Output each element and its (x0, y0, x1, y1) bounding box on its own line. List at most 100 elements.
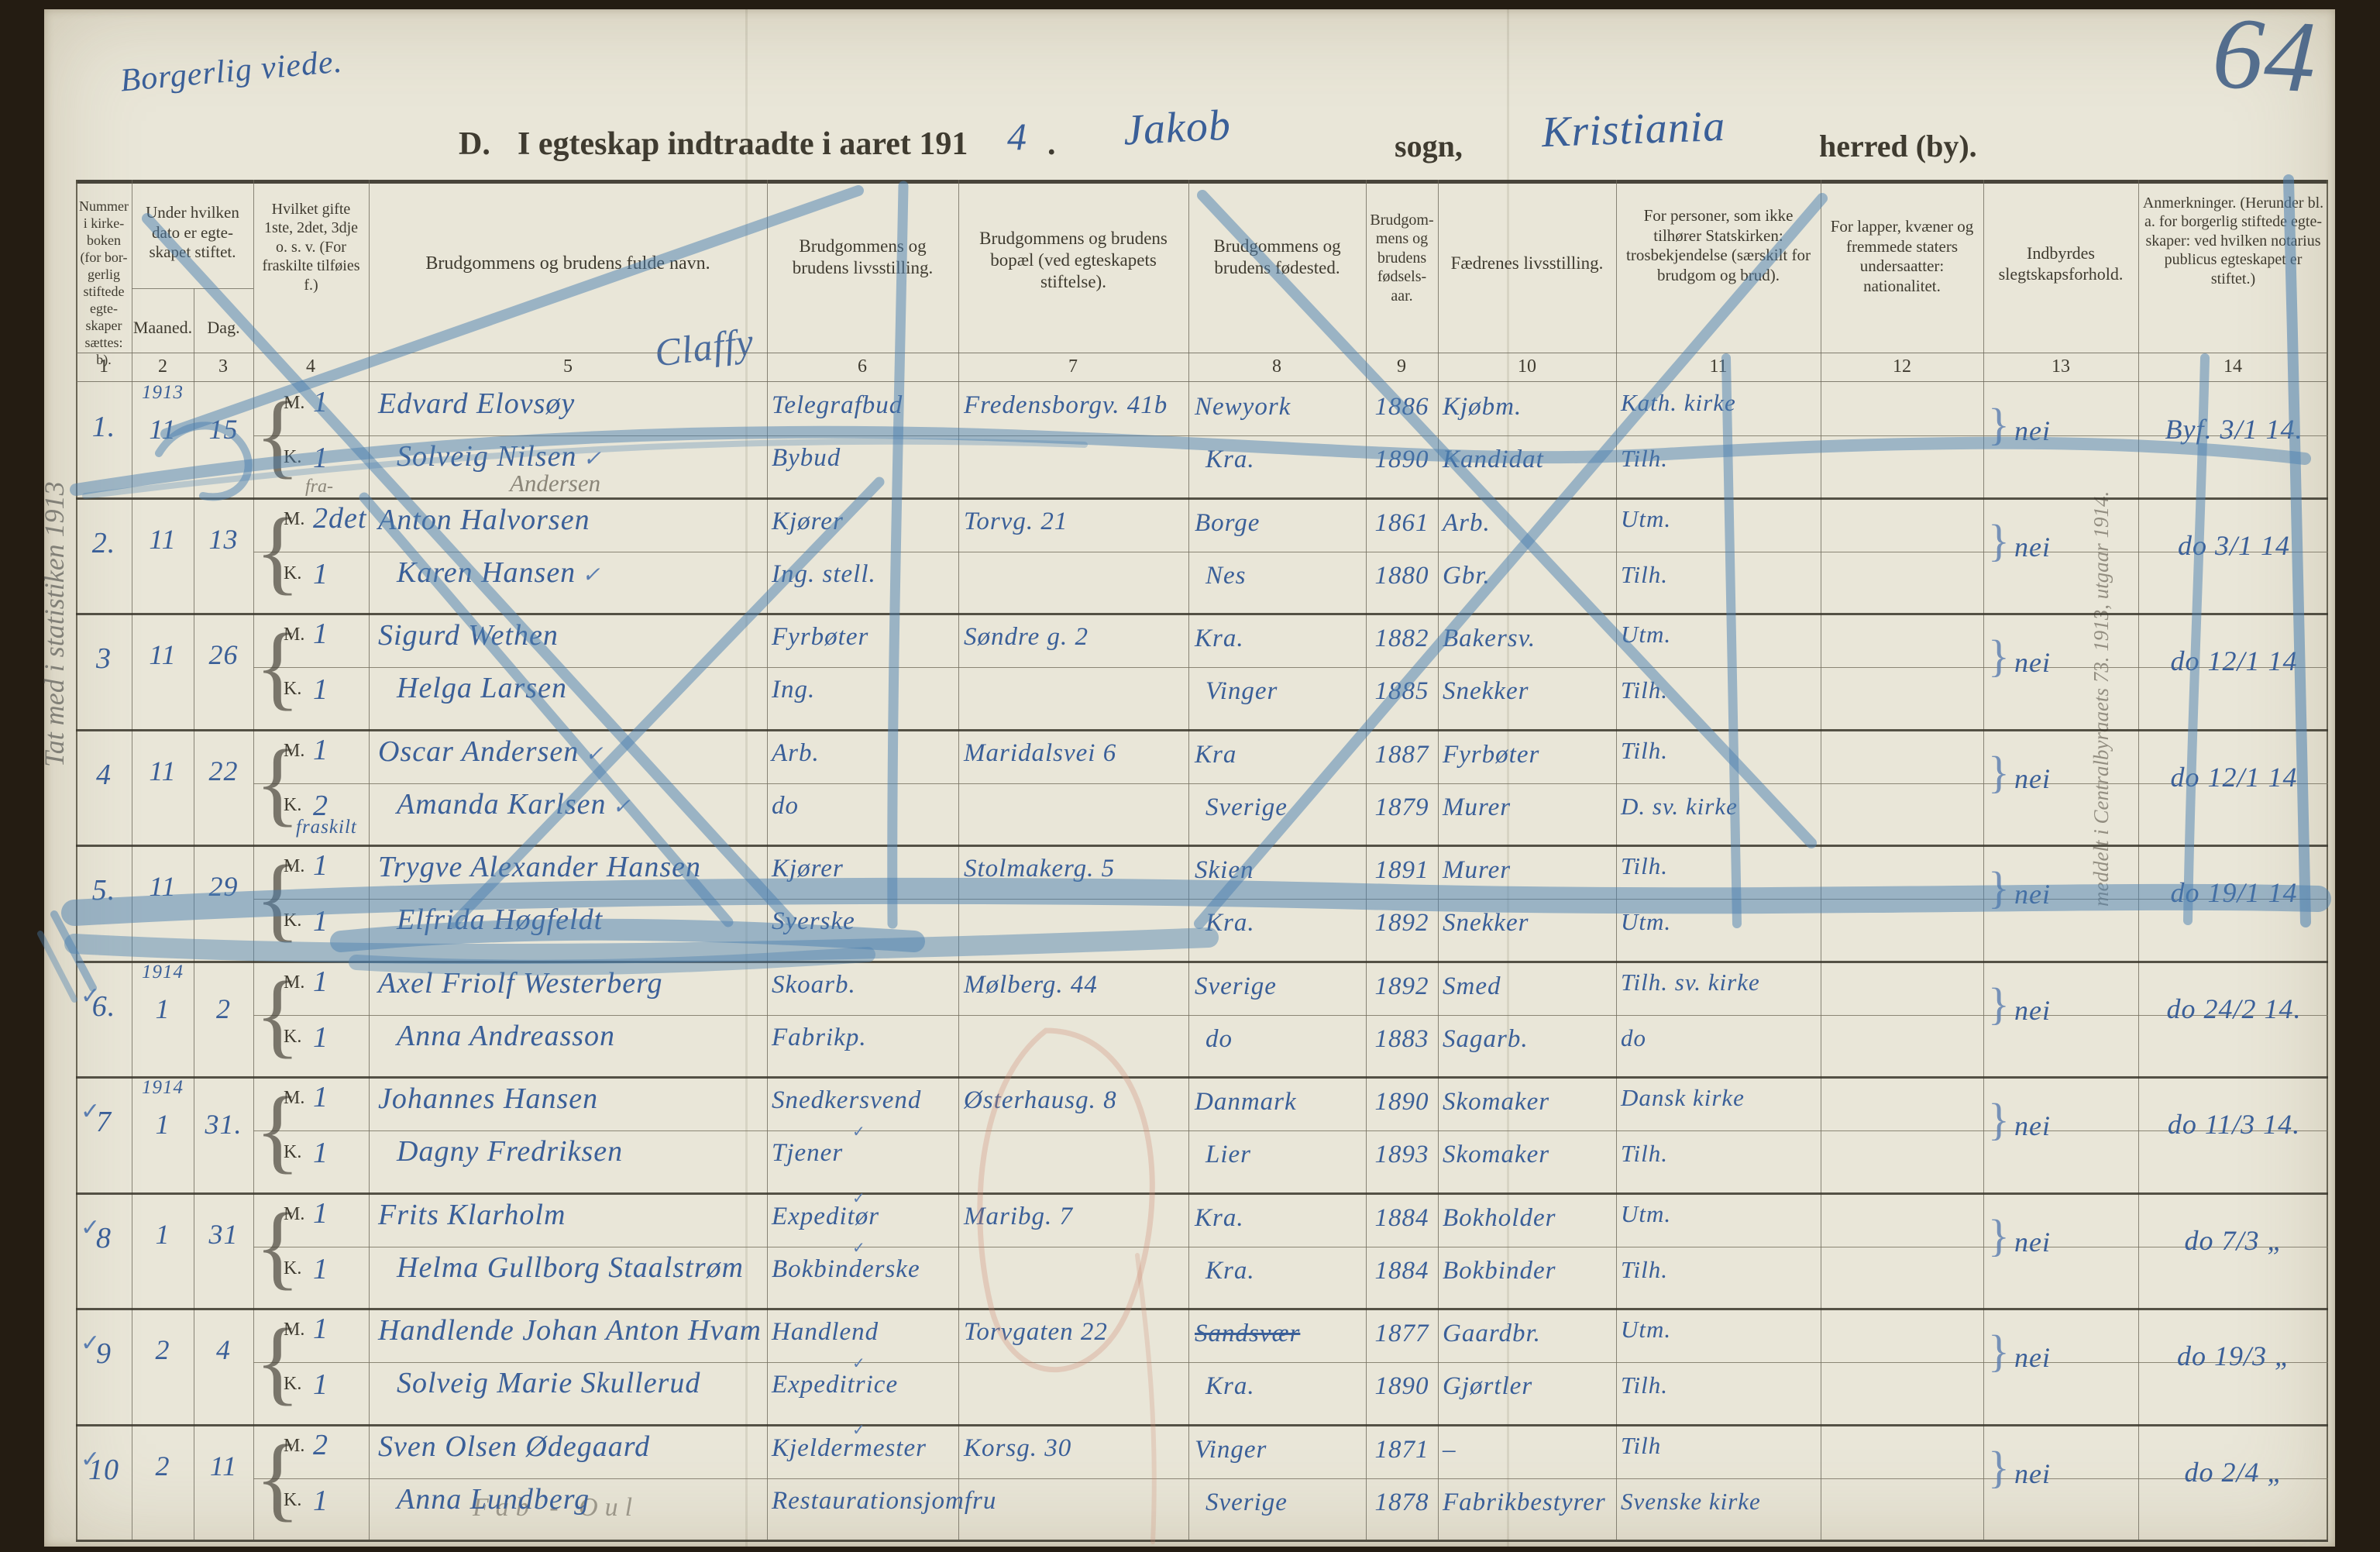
row-10-k-label: K. (284, 1489, 302, 1510)
row-10-m-father-occupation: – (1443, 1435, 1457, 1464)
bottom-pencil-note: Fab - Oul (473, 1493, 640, 1522)
grid-hline (76, 1308, 2328, 1310)
column-header-12: Indbyrdes slegtskapsforhold. (1998, 243, 2124, 284)
row-7-mk-brace: { (255, 1078, 301, 1182)
row-5-groom-name: Trygve Alexander Hansen (378, 851, 701, 883)
row-6-year-note: 1914 (142, 961, 184, 982)
page-title: I egteskap indtraadte i aaret 191 (518, 126, 968, 162)
row-7-k-occupation-checkmark: ✓ (852, 1124, 865, 1141)
row-1-k-faith: Tilh. (1621, 445, 1669, 472)
row-3-k-faith: Tilh. (1621, 676, 1669, 704)
column-header-7: Brudgommens og brudens fødested. (1213, 236, 1341, 278)
row-2-entry-number: 2. (91, 526, 116, 559)
grid-vline (767, 180, 768, 1540)
row-1-k-father-occupation: Kandidat (1443, 446, 1544, 473)
row-8-margin-checkmark: ✓ (81, 1214, 101, 1241)
row-9-day: 4 (216, 1334, 231, 1365)
row-3-m-father-occupation: Bakersv. (1443, 625, 1536, 652)
row-9-k-birthyear: 1890 (1374, 1372, 1429, 1400)
grid-vline (1616, 180, 1617, 1540)
grid-hline (76, 381, 2328, 382)
row-7-m-birthyear: 1890 (1374, 1088, 1429, 1116)
row-5-k-birthplace: Kra. (1205, 909, 1255, 937)
row-4-remark: do 12/1 14 (2170, 761, 2298, 793)
row-4-k-birthyear: 1879 (1374, 793, 1429, 821)
column-number-9: 9 (1397, 356, 1406, 377)
grid-vline (2138, 180, 2139, 1540)
row-7-k-marriage-count: 1 (313, 1137, 328, 1169)
row-9-month: 2 (155, 1334, 170, 1365)
column-number-5: 5 (563, 356, 573, 377)
row-3-residence: Søndre g. 2 (964, 623, 1089, 651)
row-4-m-faith: Tilh. (1621, 736, 1669, 764)
row-4-m-birthyear: 1887 (1374, 740, 1429, 769)
row-6-m-birthyear: 1892 (1374, 972, 1429, 1000)
row-8-m-birthyear: 1884 (1374, 1203, 1429, 1232)
name-checkmark: ✓ (606, 794, 631, 819)
row-5-entry-number: 5. (91, 874, 116, 907)
row-2-m-pencil-name-note: Andersen (510, 469, 601, 497)
row-9-margin-checkmark: ✓ (81, 1330, 101, 1356)
row-6-m-birthplace: Sverige (1195, 972, 1277, 1000)
row-5-m-birthplace: Skien (1195, 856, 1254, 884)
row-10-mk-brace: { (255, 1425, 301, 1530)
row-4-m-father-occupation: Fyrbøter (1443, 740, 1540, 769)
row-4-k-label: K. (284, 794, 302, 815)
grid-hline (253, 1478, 2328, 1479)
row-3-bride-name: Helga Larsen (397, 672, 567, 704)
column-header-3: Hvilket gifte 1ste, 2det, 3dje o. s. v. … (262, 201, 360, 294)
row-2-k-occupation: Ing. stell. (772, 559, 876, 588)
grid-hline (76, 1076, 2328, 1079)
column-header-2: Under hvilken dato er egte-skapet stifte… (146, 203, 239, 262)
row-1-k-occupation: Bybud (772, 444, 841, 472)
row-5-remark: do 19/1 14 (2170, 877, 2298, 908)
row-9-bride-name: Solveig Marie Skullerud (397, 1367, 701, 1399)
row-5-residence: Stolmakerg. 5 (964, 855, 1116, 883)
row-2-day: 13 (208, 523, 239, 555)
parish-label: sogn, (1395, 129, 1463, 163)
row-2-m-birthplace: Borge (1195, 508, 1261, 537)
row-6-k-birthyear: 1883 (1374, 1024, 1429, 1053)
grid-hline (253, 1014, 2328, 1016)
title-year-digit: 4 (1007, 115, 1027, 158)
row-2-k-birthyear: 1880 (1374, 561, 1429, 590)
row-3-k-marriage-count: 1 (313, 673, 328, 706)
grid-hline (253, 1362, 2328, 1364)
row-5-m-father-occupation: Murer (1443, 856, 1512, 884)
row-7-k-father-occupation: Skomaker (1443, 1141, 1550, 1168)
row-2-m-pencil-note-fraskilt: fra- (305, 476, 333, 497)
row-10-margin-checkmark: ✓ (81, 1446, 101, 1472)
row-6-groom-name: Axel Friolf Westerberg (378, 966, 663, 1000)
row-7-year-note: 1914 (142, 1077, 184, 1098)
row-9-kinship-answer: nei (2014, 1342, 2051, 1374)
row-2-m-faith: Utm. (1621, 504, 1672, 532)
column-number-1: 1 (99, 356, 108, 377)
row-3-k-birthplace: Vinger (1205, 677, 1278, 705)
row-10-day: 11 (209, 1450, 238, 1481)
name-checkmark: ✓ (576, 563, 601, 587)
row-1-k-label: K. (284, 447, 302, 467)
sub-header-day: Dag. (207, 318, 240, 337)
row-6-k-label: K. (284, 1026, 302, 1047)
column-header-8: Brudgom-mens og brudens fødsels-aar. (1370, 212, 1434, 305)
row-5-kinship-answer: nei (2014, 879, 2051, 910)
row-8-k-marriage-count: 1 (313, 1252, 328, 1285)
grid-vline (958, 180, 959, 1540)
column-header-6: Brudgommens og brudens bopæl (ved egtesk… (979, 229, 1168, 292)
row-4-m-label: M. (284, 740, 305, 761)
row-9-k-label: K. (284, 1374, 302, 1394)
row-7-m-father-occupation: Skomaker (1443, 1088, 1550, 1116)
row-1-groom-name: Edvard Elovsøy (378, 387, 576, 420)
grid-vline (1983, 180, 1984, 1540)
column-header-5: Brudgommens og brudens livsstilling. (792, 236, 934, 278)
row-3-k-label: K. (284, 679, 302, 699)
grid-hline (76, 728, 2328, 731)
row-8-k-birthyear: 1884 (1374, 1256, 1429, 1285)
row-10-k-occupation: Restaurationsjomfru (772, 1486, 997, 1515)
row-10-remark: do 2/4 „ (2184, 1456, 2284, 1488)
row-8-m-label: M. (284, 1203, 305, 1224)
row-7-kinship-answer: nei (2014, 1110, 2051, 1142)
row-8-groom-name: Frits Klarholm (378, 1198, 566, 1231)
row-10-k-birthyear: 1878 (1374, 1488, 1429, 1516)
column-number-3: 3 (218, 356, 228, 377)
